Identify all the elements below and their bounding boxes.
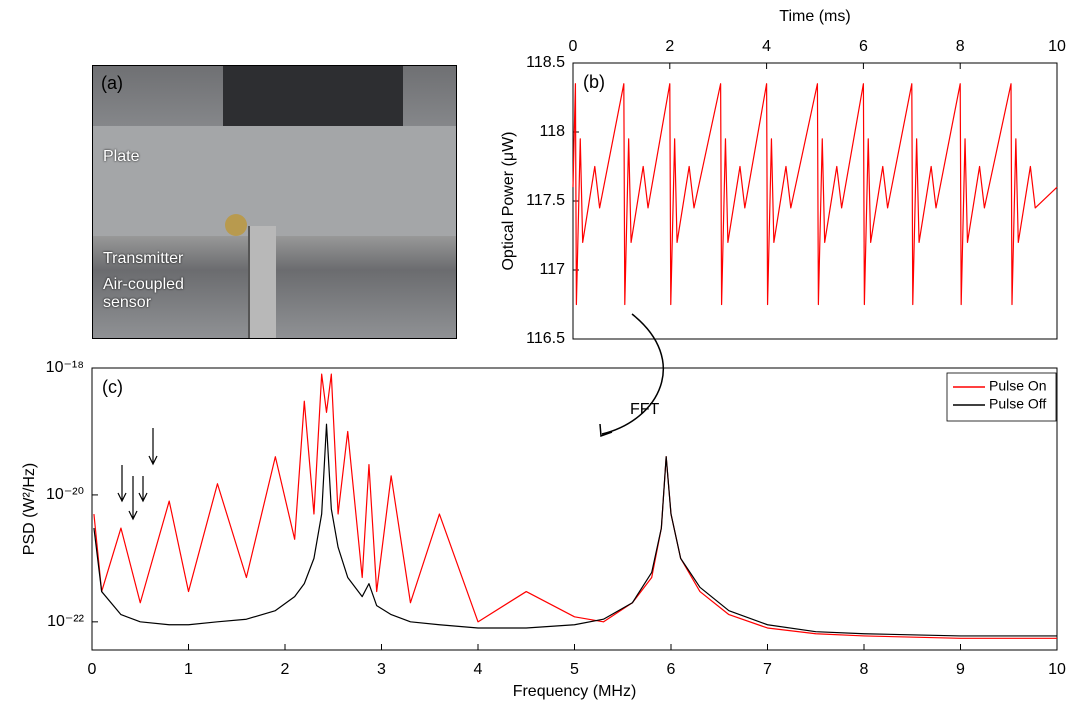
- fft-arrow-head: [599, 423, 613, 438]
- x-tick-label: 0: [88, 661, 97, 678]
- y-tick-label: 117.5: [526, 192, 565, 209]
- x-tick-label: 8: [860, 661, 869, 678]
- plot-frame: [572, 62, 1058, 340]
- y-tick-label: 10⁻²²: [47, 613, 85, 630]
- x-axis-title: Time (ms): [779, 8, 850, 25]
- x-tick-label: 8: [956, 38, 965, 55]
- y-axis-title: PSD (W²/Hz): [21, 463, 38, 555]
- photo-block: [223, 66, 403, 126]
- x-tick-label: 4: [762, 38, 771, 55]
- x-tick-label: 7: [763, 661, 772, 678]
- photo-annotation: Plate: [103, 148, 140, 165]
- legend-label: Pulse Off: [989, 396, 1046, 412]
- x-tick-label: 10: [1048, 661, 1066, 678]
- photo-annotation: Air-coupled sensor: [103, 276, 184, 311]
- peak-arrows: [117, 428, 158, 521]
- data-line: [572, 83, 1058, 306]
- x-tick-label: 3: [377, 661, 386, 678]
- x-tick-label: 9: [956, 661, 965, 678]
- panel-label: (c): [102, 377, 123, 397]
- photo-transmitter: [225, 214, 247, 236]
- y-tick-label: 118.5: [526, 54, 565, 71]
- photo-label: (a): [101, 73, 123, 93]
- x-tick-label: 2: [665, 38, 674, 55]
- y-tick-label: 116.5: [526, 330, 565, 347]
- legend-label: Pulse On: [989, 378, 1047, 394]
- x-tick-label: 10: [1048, 38, 1066, 55]
- panel-label: (b): [583, 72, 605, 92]
- y-axis-title: Optical Power (μW): [500, 131, 517, 270]
- x-tick-label: 5: [570, 661, 579, 678]
- x-tick-label: 4: [474, 661, 483, 678]
- data-line: [93, 423, 1057, 637]
- fft-arrow: [601, 313, 664, 435]
- photo: (a) Plate Transmitter Air-coupled sensor: [92, 65, 457, 339]
- photo-sensor: [248, 226, 276, 338]
- data-line: [93, 373, 1057, 639]
- photo-plate: [93, 126, 456, 236]
- legend-box: [946, 372, 1057, 422]
- x-tick-label: 2: [281, 661, 290, 678]
- y-tick-label: 10⁻²⁰: [46, 486, 84, 503]
- y-tick-label: 10⁻¹⁸: [46, 359, 84, 376]
- annotation: FFT: [630, 401, 660, 418]
- x-tick-label: 6: [667, 661, 676, 678]
- x-tick-label: 1: [184, 661, 193, 678]
- x-axis-title: Frequency (MHz): [513, 683, 637, 700]
- x-tick-label: 6: [859, 38, 868, 55]
- y-tick-label: 118: [539, 123, 565, 140]
- plot-frame: [91, 367, 1058, 651]
- photo-annotation: Transmitter: [103, 250, 184, 267]
- y-tick-label: 117: [539, 261, 565, 278]
- x-tick-label: 0: [569, 38, 578, 55]
